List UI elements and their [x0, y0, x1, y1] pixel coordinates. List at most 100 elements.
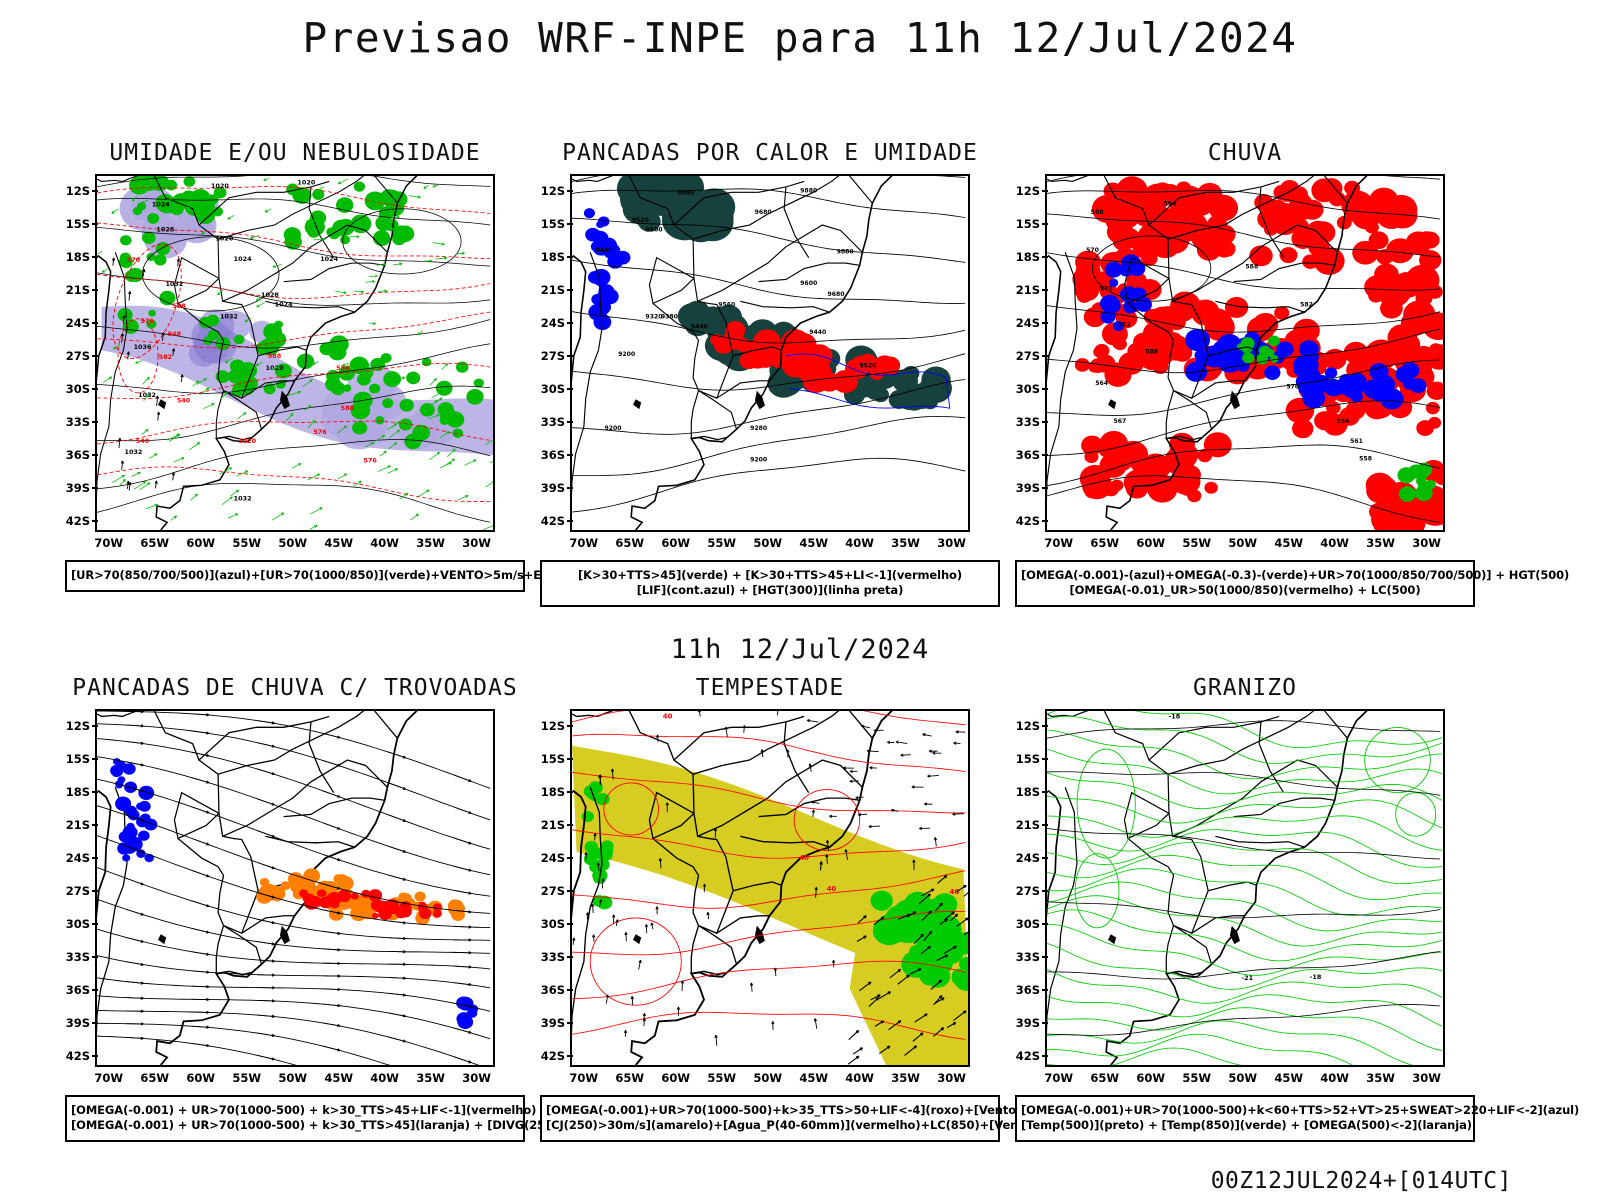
mid-date-label: 11h 12/Jul/2024 — [670, 634, 930, 665]
y-axis-tick: 30S — [66, 382, 98, 396]
panel-chuva: CHUVA 570 576 582 588 564 567 570 564 561 558 582 5… — [1005, 140, 1569, 607]
x-axis-tick: 50W — [278, 1071, 308, 1085]
x-axis-tick: 50W — [1228, 536, 1258, 550]
y-axis-tick: 27S — [66, 884, 98, 898]
y-axis-tick: 12S — [66, 184, 98, 198]
map-canvas: -21 -18 -18 — [1047, 711, 1443, 1065]
x-axis-tick: 55W — [232, 1071, 262, 1085]
svg-text:9200: 9200 — [604, 425, 621, 432]
x-axis-tick: 45W — [799, 536, 829, 550]
panel-legend: [OMEGA(-0.001) + UR>70(1000-500) + k>30_… — [65, 1095, 603, 1142]
svg-text:9280: 9280 — [750, 425, 767, 432]
svg-text:1020: 1020 — [211, 182, 229, 190]
y-axis-tick: 24S — [1016, 316, 1048, 330]
x-axis-tick: 30W — [937, 1071, 966, 1085]
y-axis-tick: 42S — [66, 514, 98, 528]
x-axis-tick: 60W — [661, 1071, 691, 1085]
panel-title: PANCADAS POR CALOR E UMIDADE — [562, 140, 978, 166]
x-axis-tick: 35W — [1366, 536, 1395, 550]
x-axis-tick: 30W — [1412, 536, 1441, 550]
y-axis-tick: 36S — [66, 448, 98, 462]
svg-text:588: 588 — [1091, 209, 1104, 216]
panel-pancadas-trovoadas: PANCADAS DE CHUVA C/ TROVOADAS 12S 15S 18S… — [55, 675, 603, 1145]
x-axis-tick: 35W — [416, 1071, 445, 1085]
svg-text:1020: 1020 — [266, 364, 284, 372]
y-axis-tick: 15S — [541, 217, 573, 231]
svg-text:9560: 9560 — [718, 302, 735, 309]
y-axis-tick: 42S — [541, 514, 573, 528]
x-axis-tick: 35W — [416, 536, 445, 550]
svg-text:1032: 1032 — [165, 280, 183, 288]
y-axis-tick: 27S — [541, 884, 573, 898]
panel-legend: [OMEGA(-0.001)-(azul)+OMEGA(-0.3)-(verde… — [1015, 560, 1569, 607]
x-axis-tick: 45W — [324, 536, 354, 550]
x-axis-tick: 50W — [753, 1071, 783, 1085]
svg-text:9520: 9520 — [859, 363, 876, 370]
run-timestamp: 00Z12JUL2024+[014UTC] — [1210, 1168, 1512, 1194]
y-axis-tick: 21S — [1016, 818, 1048, 832]
y-axis-tick: 12S — [1016, 184, 1048, 198]
y-axis-tick: 12S — [1016, 719, 1048, 733]
x-axis-tick: 40W — [370, 1071, 399, 1085]
x-axis-tick: 65W — [140, 1071, 170, 1085]
panel-title: CHUVA — [1207, 140, 1283, 166]
x-axis-tick: 55W — [1182, 536, 1212, 550]
x-axis-tick: 50W — [278, 536, 308, 550]
y-axis-tick: 24S — [66, 851, 98, 865]
y-axis-tick: 15S — [541, 752, 573, 766]
legend-line: [OMEGA(-0.001)+UR>70(1000-500)+k<60+TTS>… — [1021, 1103, 1580, 1117]
svg-text:594: 594 — [1163, 200, 1176, 207]
x-axis-tick: 70W — [1044, 536, 1074, 550]
svg-text:1024: 1024 — [152, 200, 170, 208]
svg-text:9520: 9520 — [632, 217, 649, 224]
x-axis-tick: 30W — [1412, 1071, 1441, 1085]
x-axis-tick: 30W — [937, 536, 966, 550]
svg-text:9200: 9200 — [618, 351, 635, 358]
y-axis-tick: 39S — [66, 481, 98, 495]
x-axis-tick: 60W — [661, 536, 691, 550]
y-axis-tick: 42S — [1016, 514, 1048, 528]
x-axis-tick: 30W — [462, 1071, 491, 1085]
svg-text:40: 40 — [950, 888, 960, 896]
svg-text:1024: 1024 — [234, 255, 252, 263]
svg-text:570: 570 — [1286, 383, 1299, 390]
x-axis-tick: 70W — [569, 1071, 599, 1085]
y-axis-tick: 33S — [541, 415, 573, 429]
y-axis-tick: 39S — [541, 1016, 573, 1030]
y-axis-tick: 39S — [1016, 1016, 1048, 1030]
svg-text:9380: 9380 — [661, 314, 678, 321]
x-axis-tick: 45W — [324, 1071, 354, 1085]
y-axis-tick: 39S — [66, 1016, 98, 1030]
panel-legend: [K>30+TTS>45](verde) + [K>30+TTS>45+LI<-… — [540, 560, 1000, 607]
y-axis-tick: 30S — [541, 382, 573, 396]
page-title: Previsao WRF-INPE para 11h 12/Jul/2024 — [302, 14, 1298, 62]
y-axis-tick: 21S — [541, 283, 573, 297]
legend-line: [CJ(250)>30m/s](amarelo)+[Agua_P(40-60mm… — [546, 1118, 1163, 1132]
svg-text:1032: 1032 — [124, 448, 142, 456]
y-axis-tick: 15S — [66, 752, 98, 766]
svg-text:9440: 9440 — [595, 247, 612, 254]
svg-text:564: 564 — [1095, 380, 1108, 387]
x-axis-tick: 70W — [94, 536, 124, 550]
panel-umidade: UMIDADE E/OU NEBULOSIDADE 1020 1024 1028 10… — [55, 140, 627, 600]
panel-tempestade: TEMPESTADE 40 40 40 40 12S 15S 18S 21S 24S 27S 30… — [530, 675, 1163, 1145]
map-area: 1020 1024 1028 1020 1020 1024 1024 1028 1032 1032… — [66, 174, 495, 550]
svg-text:1020: 1020 — [297, 179, 315, 187]
x-axis-tick: 60W — [1136, 1071, 1166, 1085]
svg-text:576: 576 — [1100, 285, 1113, 292]
legend-line: [OMEGA(-0.01)_UR>50(1000/850)(vermelho) … — [1069, 583, 1421, 597]
svg-text:576: 576 — [140, 317, 154, 325]
x-axis-tick: 50W — [753, 536, 783, 550]
svg-text:576: 576 — [313, 428, 327, 436]
svg-text:588: 588 — [1245, 264, 1258, 271]
x-axis-tick: 65W — [140, 536, 170, 550]
map-frame: 570 576 582 588 564 567 570 564 561 558 582 594 588 5… — [1045, 174, 1445, 532]
y-axis-tick: 15S — [66, 217, 98, 231]
map-area: 40 40 40 40 12S 15S 18S 21S 24S 27S 30S 33S 36S 39S 4… — [541, 709, 970, 1085]
x-axis-tick: 30W — [462, 536, 491, 550]
svg-text:1020: 1020 — [238, 437, 256, 445]
x-axis-tick: 40W — [1320, 536, 1349, 550]
y-axis-tick: 18S — [541, 785, 573, 799]
map-area: -21 -18 -18 12S 15S 18S 21S 24S 27S 30S 33S 36S 39S… — [1016, 709, 1445, 1085]
